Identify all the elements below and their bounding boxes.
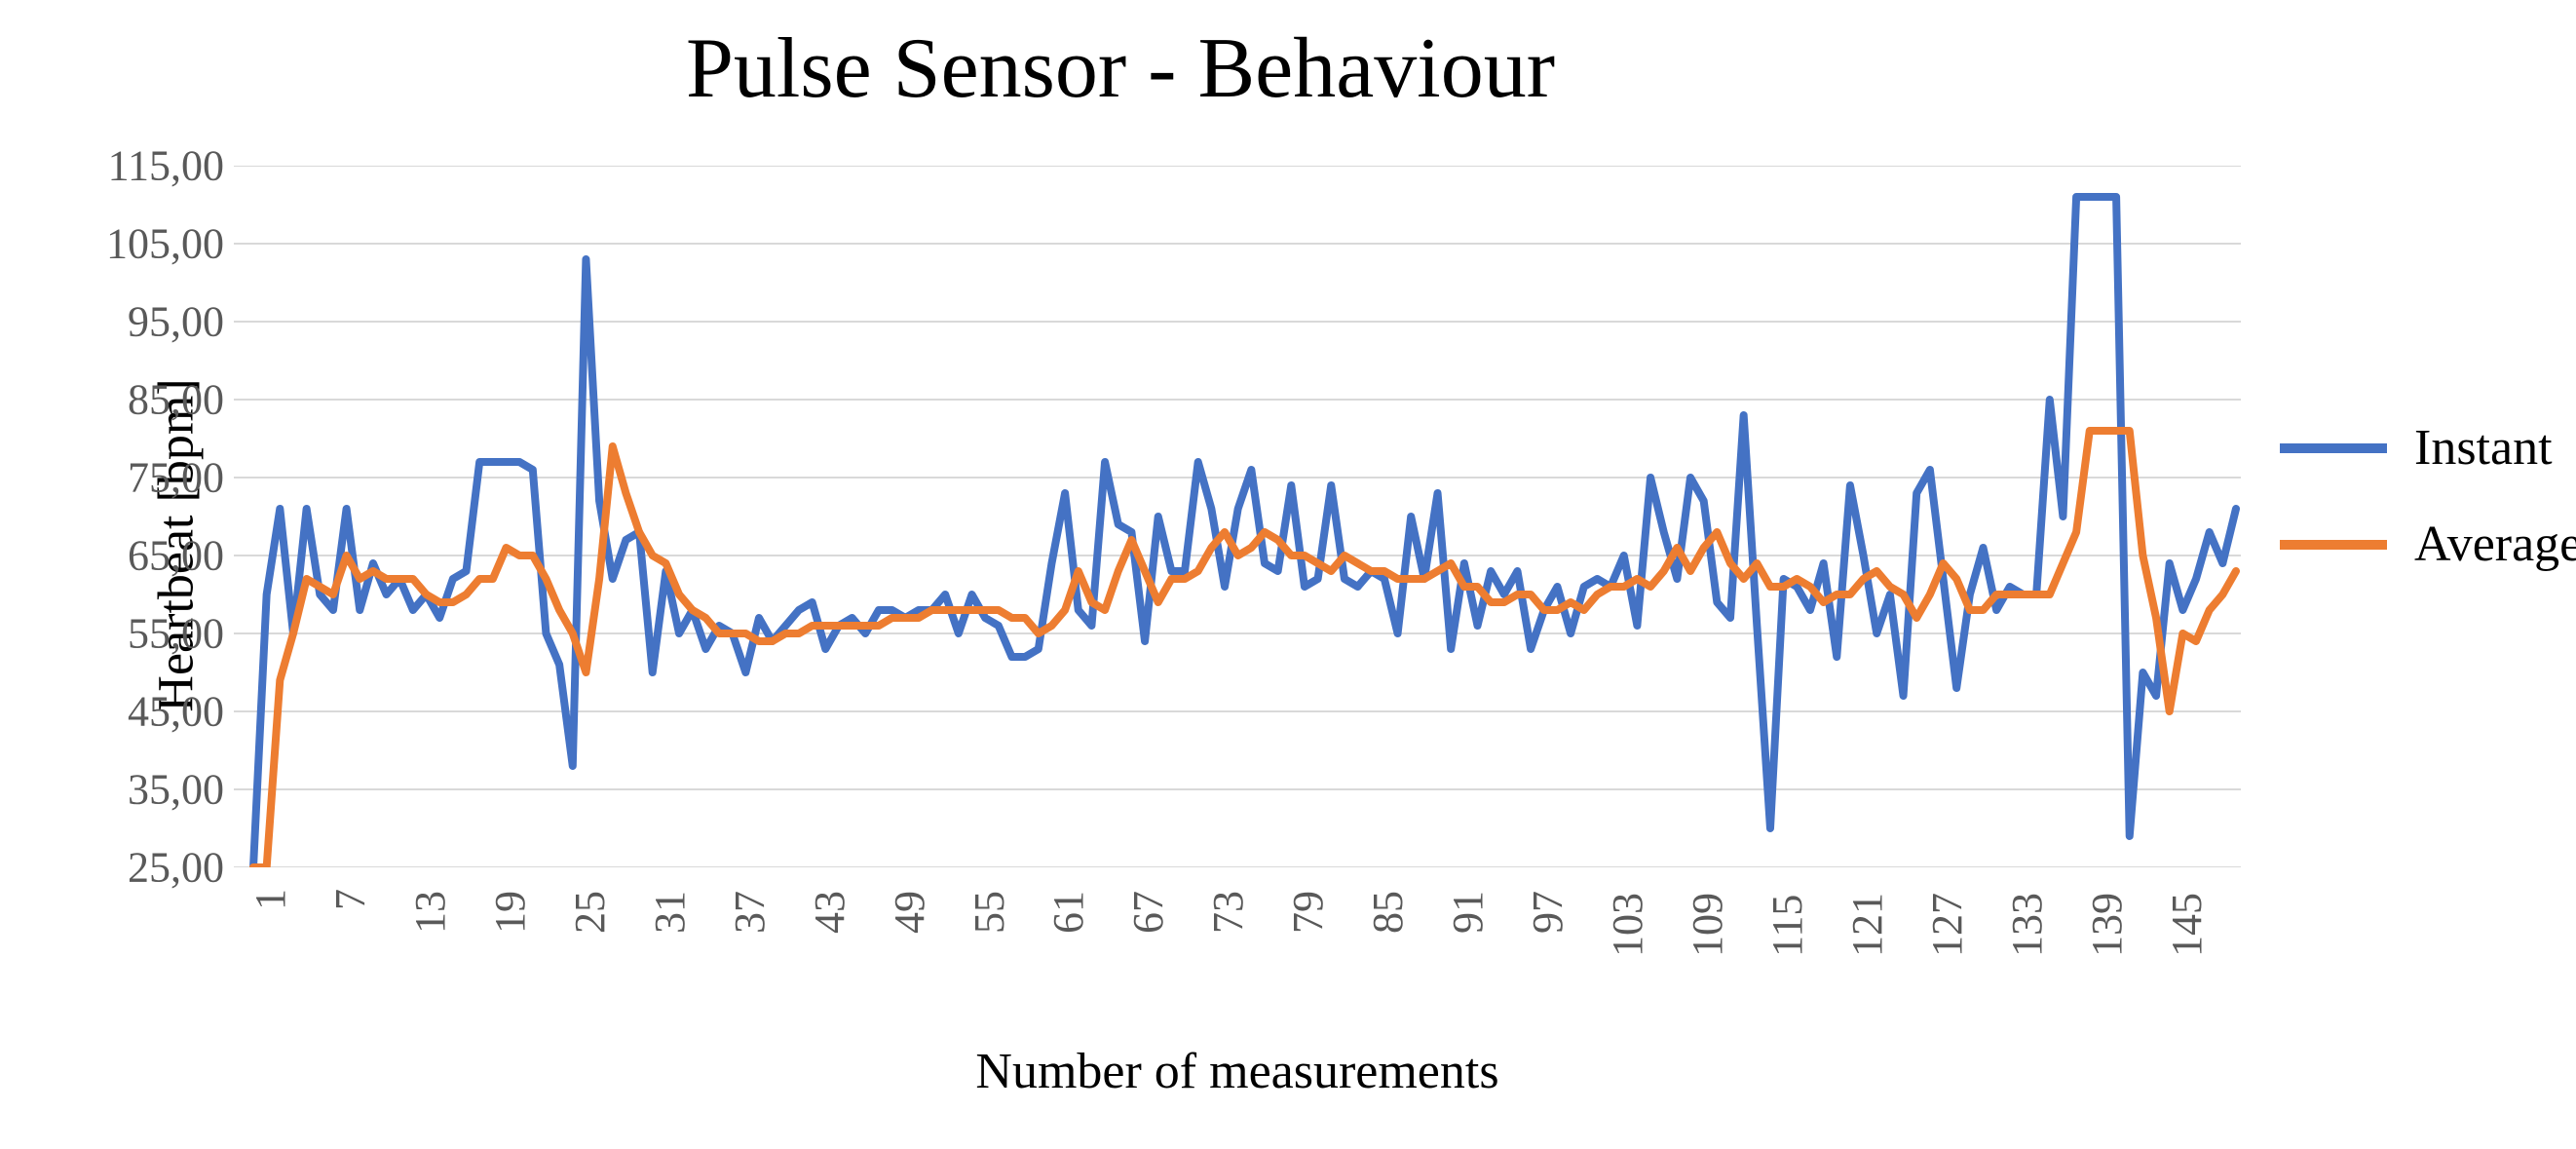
x-tick-label: 115 — [1762, 895, 1812, 957]
y-tick-label: 55,00 — [128, 609, 224, 659]
legend-label: Average — [2414, 516, 2576, 573]
x-tick-label: 61 — [1043, 891, 1093, 934]
y-tick-label: 95,00 — [128, 297, 224, 347]
y-tick-label: 115,00 — [108, 141, 224, 191]
y-axis-labels: 25,0035,0045,0055,0065,0075,0085,0095,00… — [88, 166, 224, 867]
plot-area — [234, 166, 2241, 867]
x-tick-label: 139 — [2082, 893, 2132, 957]
y-tick-label: 85,00 — [128, 375, 224, 425]
series-line-instant — [253, 197, 2236, 867]
legend-swatch — [2280, 443, 2387, 453]
x-axis-labels: 1 7 13 19 25 31 37 43 49 55 61 67 73 79 85 91 97 103 109 11… — [234, 877, 2241, 1023]
x-axis-title: Number of measurements — [234, 1043, 2241, 1100]
plot-svg — [234, 166, 2241, 867]
y-tick-label: 35,00 — [128, 765, 224, 815]
x-tick-label: 49 — [885, 891, 934, 934]
x-tick-label: 55 — [965, 891, 1014, 934]
x-tick-label: 133 — [2002, 893, 2052, 957]
chart-container: Pulse Sensor - Behaviour Heartbeat [bpm]… — [0, 0, 2576, 1149]
x-tick-label: 37 — [725, 891, 775, 934]
x-tick-label: 43 — [805, 891, 854, 934]
x-tick-label: 31 — [645, 891, 695, 934]
y-tick-label: 45,00 — [128, 687, 224, 737]
x-tick-label: 145 — [2162, 893, 2212, 957]
x-tick-label: 121 — [1842, 893, 1892, 957]
chart-title: Pulse Sensor - Behaviour — [0, 19, 2241, 118]
legend-swatch — [2280, 540, 2387, 550]
legend-label: Instant — [2414, 419, 2553, 477]
x-tick-label: 85 — [1363, 891, 1413, 934]
x-tick-label: 97 — [1523, 891, 1572, 934]
x-tick-label: 79 — [1283, 891, 1333, 934]
y-tick-label: 105,00 — [106, 219, 224, 269]
x-tick-label: 67 — [1123, 891, 1173, 934]
x-tick-label: 91 — [1443, 891, 1493, 934]
x-tick-label: 1 — [246, 889, 295, 910]
x-tick-label: 109 — [1683, 893, 1732, 957]
legend-item: Average — [2280, 516, 2576, 573]
y-tick-label: 25,00 — [128, 843, 224, 893]
legend: Instant Average — [2280, 419, 2576, 612]
x-tick-label: 127 — [1922, 893, 1972, 957]
legend-item: Instant — [2280, 419, 2576, 477]
x-tick-label: 103 — [1603, 893, 1652, 957]
x-tick-label: 73 — [1203, 891, 1253, 934]
x-tick-label: 13 — [405, 891, 455, 934]
x-tick-label: 7 — [325, 889, 375, 910]
x-tick-label: 25 — [565, 891, 615, 934]
y-tick-label: 75,00 — [128, 453, 224, 503]
y-tick-label: 65,00 — [128, 531, 224, 581]
x-tick-label: 19 — [485, 891, 535, 934]
